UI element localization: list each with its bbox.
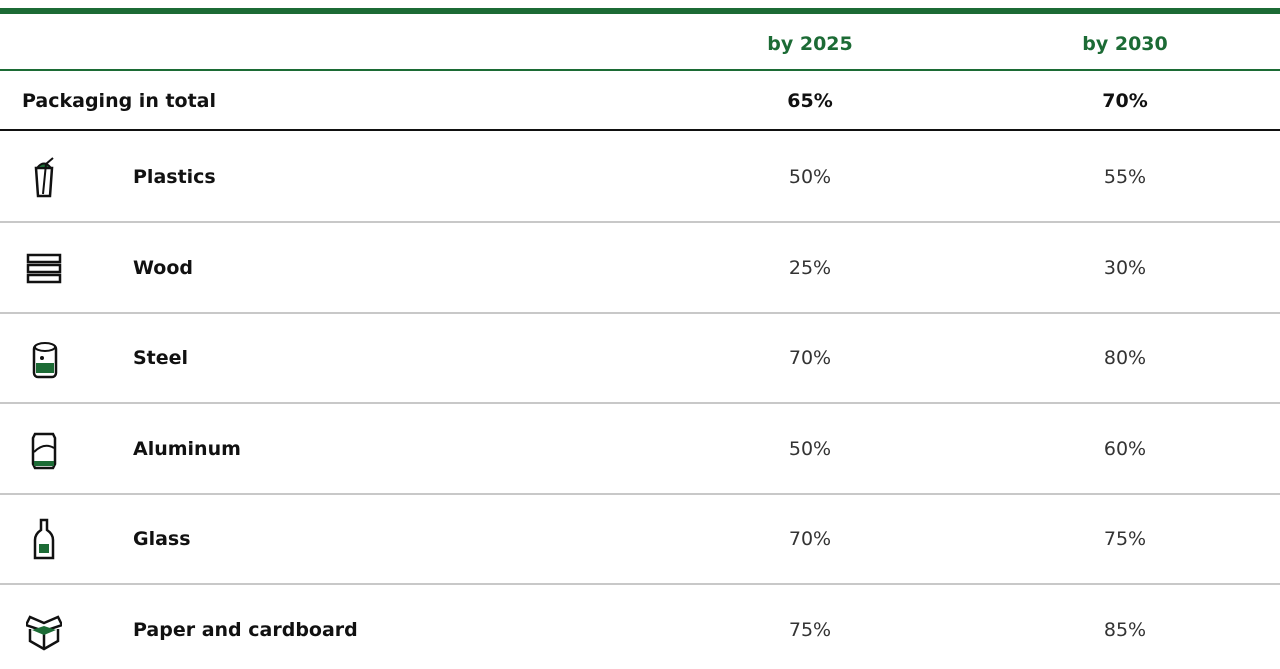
row-icon (32, 342, 58, 379)
header-2030: by 2030 (1082, 33, 1168, 55)
row-2025: 75% (788, 618, 832, 641)
total-2030: 70% (1102, 90, 1148, 112)
row-rule (0, 492, 1280, 495)
row-icon (26, 614, 62, 650)
row-rule (0, 402, 1280, 404)
row-label: Glass (133, 528, 191, 550)
row-icon (33, 518, 55, 560)
row-rule (0, 583, 1280, 585)
row-label: Steel (133, 347, 189, 369)
row-2030: 60% (1103, 437, 1147, 460)
row-2030: 80% (1103, 347, 1147, 369)
row-2030: 30% (1103, 256, 1147, 279)
header-2025: by 2025 (767, 33, 853, 55)
row-label: Wood (133, 256, 193, 279)
row-2030: 55% (1103, 166, 1147, 188)
row-label: Paper and cardboard (133, 618, 358, 641)
row-2025: 50% (788, 437, 832, 460)
total-2025: 65% (787, 90, 833, 112)
row-rule (0, 311, 1280, 314)
row-2025: 70% (788, 347, 832, 369)
row-rule (0, 221, 1280, 223)
top-bar (0, 8, 1280, 14)
row-2025: 70% (788, 528, 832, 550)
row-2025: 25% (788, 256, 832, 279)
header-rule (0, 69, 1280, 71)
total-label: Packaging in total (22, 90, 217, 112)
total-rule (0, 129, 1280, 131)
row-2030: 75% (1103, 528, 1147, 550)
row-icon (34, 157, 54, 198)
row-label: Aluminum (133, 437, 241, 460)
row-2025: 50% (788, 166, 832, 188)
row-icon (26, 253, 62, 283)
row-icon (31, 432, 57, 469)
row-label: Plastics (133, 166, 216, 188)
row-2030: 85% (1103, 618, 1147, 641)
